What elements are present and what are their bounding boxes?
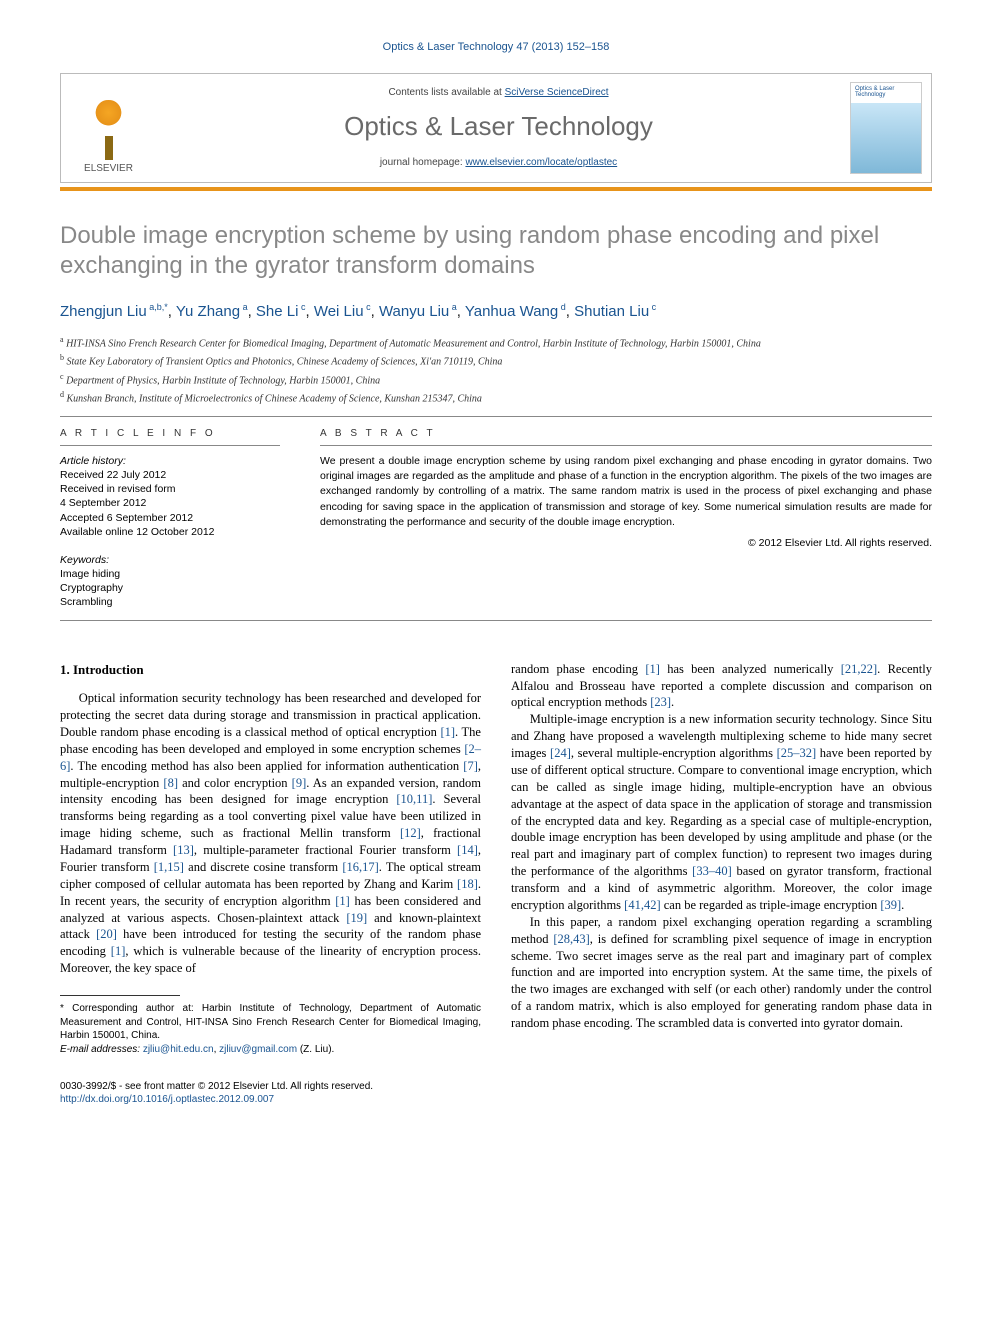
citation-link[interactable]: [1] [335, 894, 350, 908]
publisher-name: ELSEVIER [84, 162, 133, 176]
citation-link[interactable]: [25–32] [777, 746, 817, 760]
citation-link[interactable]: [13] [173, 843, 194, 857]
keywords-label: Keywords: [60, 553, 280, 567]
orange-accent-bar [60, 187, 932, 191]
cover-label: Optics & Laser Technology [855, 86, 921, 98]
footnotes: * Corresponding author at: Harbin Instit… [60, 1002, 481, 1056]
article-title: Double image encryption scheme by using … [60, 221, 932, 281]
keyword: Cryptography [60, 581, 280, 595]
citation-link[interactable]: [19] [346, 911, 367, 925]
citation-link[interactable]: [21,22] [841, 662, 877, 676]
history-received: Received 22 July 2012 [60, 468, 280, 482]
abstract-block: A B S T R A C T We present a double imag… [320, 427, 932, 609]
citation-link[interactable]: [1] [440, 725, 455, 739]
body-text: 1. Introduction Optical information secu… [60, 661, 932, 1056]
citation-link[interactable]: [28,43] [553, 932, 589, 946]
corresponding-author-note: * Corresponding author at: Harbin Instit… [60, 1002, 481, 1043]
citation-link[interactable]: [10,11] [396, 792, 432, 806]
horizontal-rule [60, 620, 932, 621]
author-link[interactable]: Yu Zhang [176, 303, 240, 320]
abstract-copyright: © 2012 Elsevier Ltd. All rights reserved… [320, 536, 932, 550]
journal-name: Optics & Laser Technology [344, 109, 653, 144]
abstract-heading: A B S T R A C T [320, 427, 932, 446]
author-link[interactable]: Wei Liu [314, 303, 364, 320]
bottom-bar: 0030-3992/$ - see front matter © 2012 El… [60, 1080, 932, 1106]
cover-thumbnail-block: Optics & Laser Technology [841, 74, 931, 182]
citation-link[interactable]: [39] [880, 898, 901, 912]
journal-cover-icon: Optics & Laser Technology [850, 82, 922, 174]
masthead-center: Contents lists available at SciVerse Sci… [156, 74, 841, 182]
email-link[interactable]: zjliuv@gmail.com [219, 1044, 297, 1055]
section-heading: 1. Introduction [60, 661, 481, 679]
email-label: E-mail addresses: [60, 1044, 140, 1055]
footnote-separator [60, 995, 180, 996]
contents-line: Contents lists available at SciVerse Sci… [388, 86, 608, 100]
affiliation-a: a HIT-INSA Sino French Research Center f… [60, 334, 932, 351]
elsevier-tree-icon [81, 100, 136, 160]
citation-link[interactable]: [33–40] [692, 864, 732, 878]
citation-link[interactable]: [24] [550, 746, 571, 760]
affiliation-d: d Kunshan Branch, Institute of Microelec… [60, 389, 932, 406]
citation-link[interactable]: [12] [400, 826, 421, 840]
paragraph: Multiple-image encryption is a new infor… [511, 711, 932, 914]
affiliation-c: c Department of Physics, Harbin Institut… [60, 371, 932, 388]
email-line: E-mail addresses: zjliu@hit.edu.cn, zjli… [60, 1043, 481, 1057]
citation-link[interactable]: [18] [457, 877, 478, 891]
history-label: Article history: [60, 454, 280, 468]
homepage-line: journal homepage: www.elsevier.com/locat… [380, 156, 617, 170]
citation-link[interactable]: [7] [463, 759, 478, 773]
horizontal-rule [60, 416, 932, 417]
author-link[interactable]: She Li [256, 303, 299, 320]
citation-link[interactable]: [16,17] [342, 860, 378, 874]
keyword: Scrambling [60, 595, 280, 609]
citation-link[interactable]: [20] [96, 927, 117, 941]
info-abstract-row: A R T I C L E I N F O Article history: R… [60, 427, 932, 609]
affiliation-text: Kunshan Branch, Institute of Microelectr… [67, 393, 482, 404]
history-revised-2: 4 September 2012 [60, 496, 280, 510]
publisher-logo-block: ELSEVIER [61, 74, 156, 182]
author-link[interactable]: Shutian Liu [574, 303, 649, 320]
keyword: Image hiding [60, 567, 280, 581]
affiliation-text: State Key Laboratory of Transient Optics… [67, 357, 503, 368]
article-info-block: A R T I C L E I N F O Article history: R… [60, 427, 280, 609]
history-accepted: Accepted 6 September 2012 [60, 511, 280, 525]
citation-link[interactable]: [41,42] [624, 898, 660, 912]
sciencedirect-link[interactable]: SciVerse ScienceDirect [505, 87, 609, 98]
homepage-link[interactable]: www.elsevier.com/locate/optlastec [465, 157, 617, 168]
author-link[interactable]: Yanhua Wang [465, 303, 558, 320]
citation-link[interactable]: [1] [645, 662, 660, 676]
contents-prefix: Contents lists available at [388, 87, 504, 98]
history-revised-1: Received in revised form [60, 482, 280, 496]
article-info-heading: A R T I C L E I N F O [60, 427, 280, 446]
doi-link[interactable]: http://dx.doi.org/10.1016/j.optlastec.20… [60, 1094, 274, 1105]
author-list: Zhengjun Liu a,b,*, Yu Zhang a, She Li c… [60, 301, 932, 322]
running-head: Optics & Laser Technology 47 (2013) 152–… [60, 40, 932, 55]
citation-link[interactable]: [9] [292, 776, 307, 790]
affiliation-text: HIT-INSA Sino French Research Center for… [66, 338, 761, 349]
email-link[interactable]: zjliu@hit.edu.cn [143, 1044, 214, 1055]
paragraph: random phase encoding [1] has been analy… [511, 661, 932, 712]
paragraph: Optical information security technology … [60, 690, 481, 977]
citation-link[interactable]: [14] [457, 843, 478, 857]
citation-link[interactable]: [23] [650, 695, 671, 709]
affiliation-b: b State Key Laboratory of Transient Opti… [60, 352, 932, 369]
citation-link[interactable]: [1,15] [154, 860, 184, 874]
affiliations: a HIT-INSA Sino French Research Center f… [60, 334, 932, 406]
history-online: Available online 12 October 2012 [60, 525, 280, 539]
citation-link[interactable]: [2–6] [60, 742, 481, 773]
citation-link[interactable]: [1] [111, 944, 126, 958]
paragraph: In this paper, a random pixel exchanging… [511, 914, 932, 1032]
author-link[interactable]: Zhengjun Liu [60, 303, 147, 320]
author-link[interactable]: Wanyu Liu [379, 303, 449, 320]
citation-link[interactable]: [8] [163, 776, 178, 790]
homepage-prefix: journal homepage: [380, 157, 466, 168]
masthead: ELSEVIER Contents lists available at Sci… [60, 73, 932, 183]
abstract-text: We present a double image encryption sch… [320, 454, 932, 530]
affiliation-text: Department of Physics, Harbin Institute … [66, 375, 380, 386]
issn-line: 0030-3992/$ - see front matter © 2012 El… [60, 1080, 932, 1093]
